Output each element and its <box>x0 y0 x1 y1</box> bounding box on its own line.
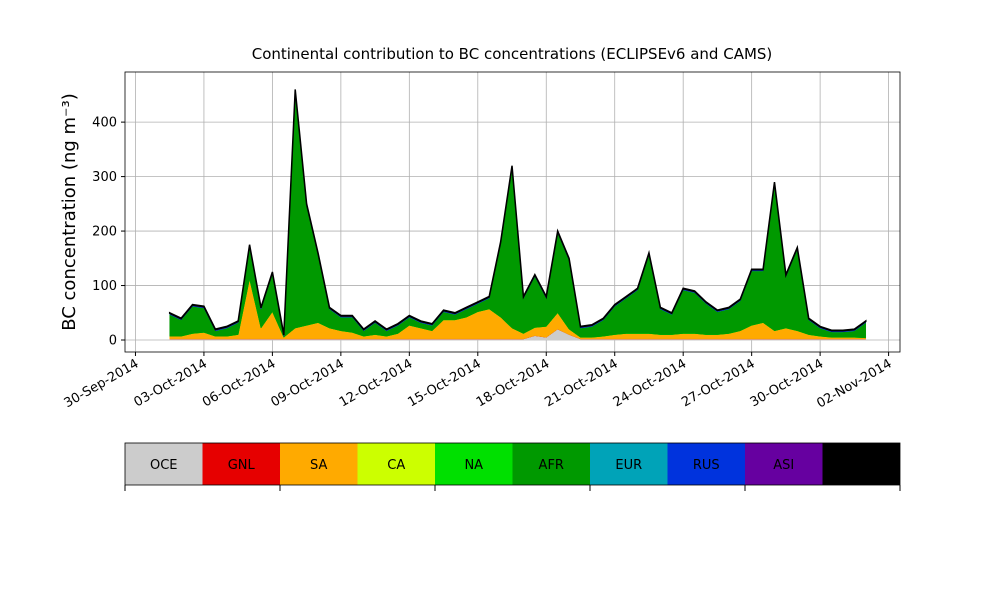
legend-label: SA <box>310 458 327 473</box>
x-tick-label: 15-Oct-2014 <box>405 356 483 410</box>
legend-swatch <box>357 443 435 485</box>
area <box>168 89 867 336</box>
x-tick-label: 27-Oct-2014 <box>679 356 757 410</box>
legend-frame <box>124 442 901 486</box>
y-tick-label: 300 <box>92 170 117 185</box>
x-tick-label: 24-Oct-2014 <box>611 356 689 410</box>
x-tick-label: 02-Nov-2014 <box>814 356 894 411</box>
legend-label: GNL <box>228 458 256 473</box>
y-axis-label: BC concentration (ng m⁻³) <box>59 93 80 331</box>
x-tick-label: 18-Oct-2014 <box>474 356 552 410</box>
x-tick-label: 03-Oct-2014 <box>132 356 210 410</box>
legend-swatch <box>125 443 203 485</box>
legend-swatch <box>745 443 823 485</box>
axes-frame <box>124 71 901 353</box>
legend-swatch <box>590 443 668 485</box>
y-tick-label: 100 <box>92 279 117 294</box>
legend-label: EUR <box>615 458 642 473</box>
legend-label: ASI <box>773 458 794 473</box>
legend-label: AUS <box>848 458 875 473</box>
x-tick-label: 06-Oct-2014 <box>200 356 278 410</box>
legend-label: OCE <box>150 458 178 473</box>
legend-swatch <box>512 443 590 485</box>
legend-swatch <box>280 443 358 485</box>
x-tick-label: 12-Oct-2014 <box>337 356 415 410</box>
chart-title: Continental contribution to BC concentra… <box>252 45 773 63</box>
x-tick-label: 30-Sep-2014 <box>62 356 142 411</box>
y-tick-label: 200 <box>92 225 117 240</box>
legend-swatch <box>202 443 280 485</box>
area <box>169 91 867 339</box>
legend-swatch <box>667 443 745 485</box>
legend-swatch <box>822 443 900 485</box>
x-tick-label: 09-Oct-2014 <box>268 356 346 410</box>
x-tick-label: 30-Oct-2014 <box>748 356 826 410</box>
y-tick-label: 0 <box>109 334 117 349</box>
legend-swatch <box>435 443 513 485</box>
legend-label: AFR <box>539 458 564 473</box>
x-tick-label: 21-Oct-2014 <box>542 356 620 410</box>
legend-label: CA <box>387 458 405 473</box>
y-tick-label: 400 <box>92 116 117 131</box>
legend-label: RUS <box>693 458 720 473</box>
legend-label: NA <box>464 458 483 473</box>
